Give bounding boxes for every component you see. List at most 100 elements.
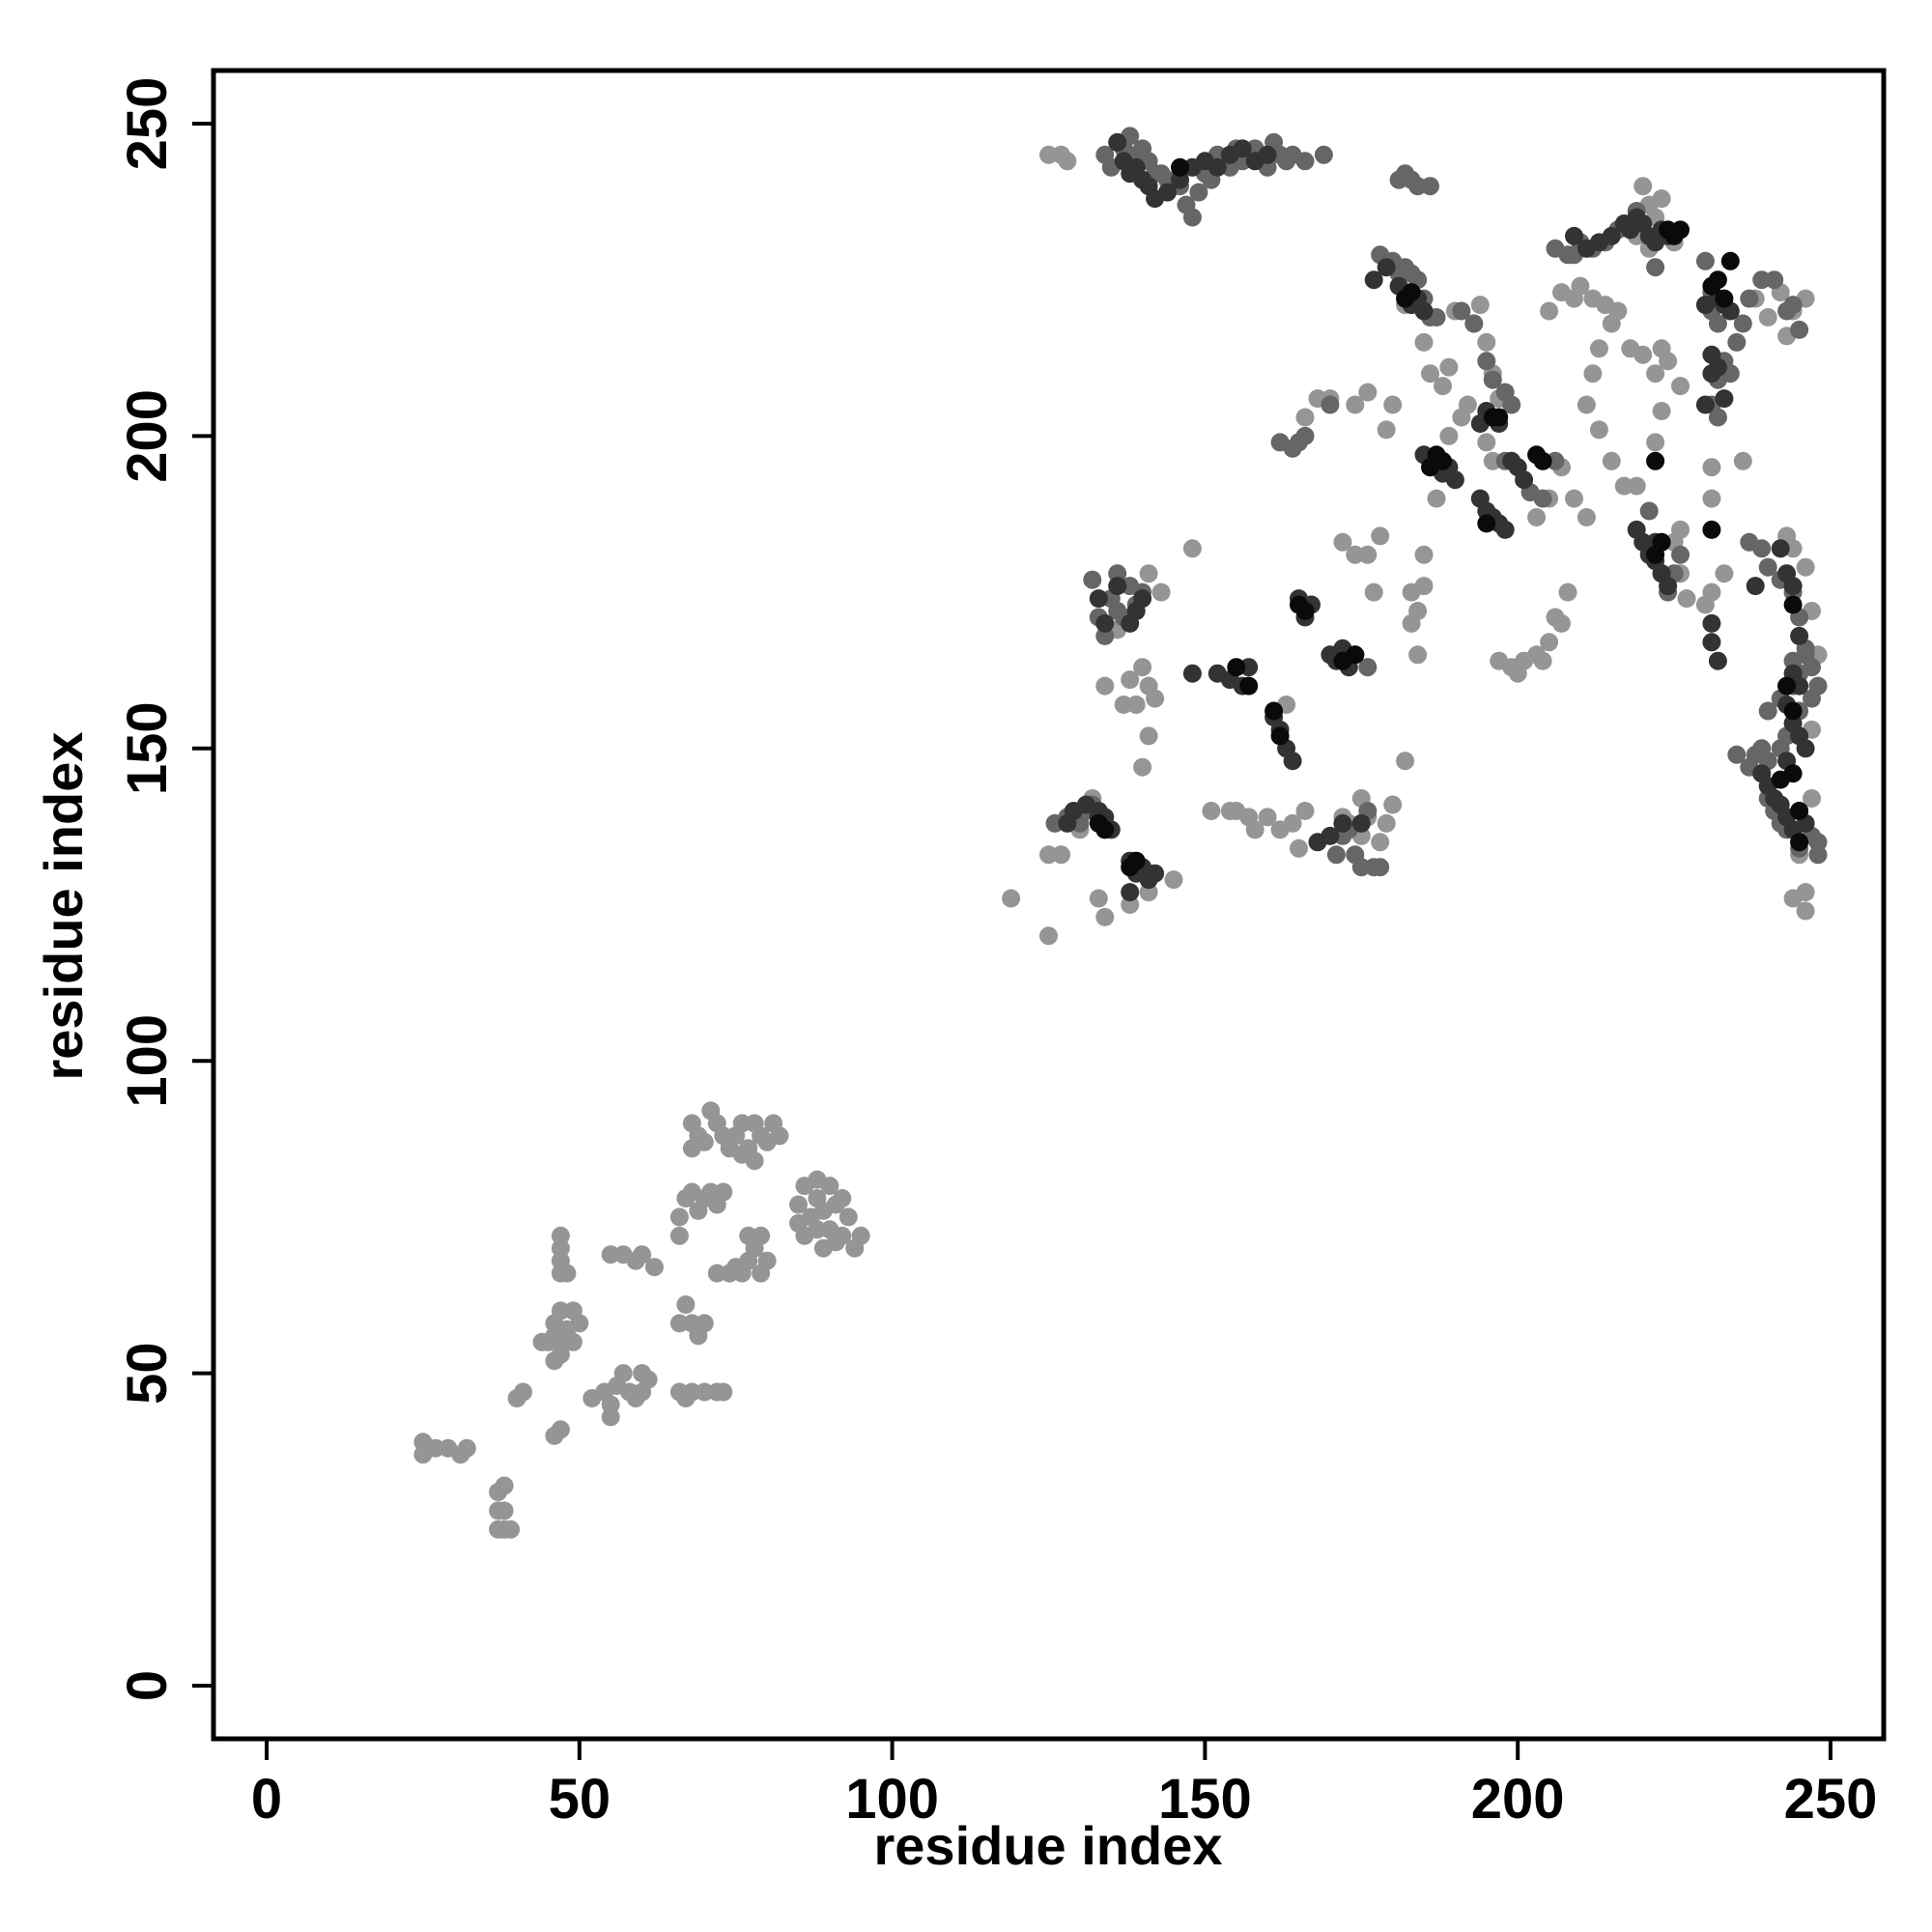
- contact-point-dark: [1783, 577, 1803, 596]
- contact-point-black: [1646, 451, 1665, 470]
- contact-point-light: [1039, 145, 1058, 164]
- contact-point-dark: [1659, 577, 1678, 596]
- contact-point-mid: [1314, 145, 1333, 164]
- contact-point-black: [1790, 833, 1809, 852]
- contact-point-mid: [1464, 314, 1484, 333]
- contact-point-light: [1139, 564, 1158, 583]
- contact-point-mid: [1421, 177, 1439, 196]
- contact-point-light: [563, 1332, 582, 1351]
- contact-point-light: [1346, 395, 1365, 414]
- contact-point-dark: [1333, 813, 1352, 833]
- contact-point-light: [1414, 577, 1434, 596]
- contact-point-black: [1295, 602, 1315, 620]
- contact-point-light: [1295, 802, 1315, 820]
- contact-point-light: [1634, 177, 1653, 196]
- contact-point-dark: [1702, 613, 1721, 633]
- contact-point-mid: [1295, 152, 1315, 171]
- contact-point-mid: [1639, 501, 1659, 521]
- contact-point-dark: [1495, 520, 1515, 539]
- contact-point-light: [1290, 838, 1308, 858]
- contact-point-light: [1245, 820, 1264, 839]
- contact-point-dark: [1182, 664, 1202, 683]
- contact-point-light: [1652, 402, 1671, 420]
- x-tick-label: 100: [845, 1768, 939, 1831]
- contact-point-black: [1671, 220, 1690, 240]
- contact-point-black: [1227, 658, 1246, 677]
- contact-point-dark: [1108, 132, 1127, 152]
- contact-point-black: [1402, 283, 1421, 302]
- contact-point-black: [1477, 514, 1496, 533]
- contact-point-light: [1540, 633, 1559, 652]
- contact-point-dark: [1602, 226, 1621, 245]
- contact-point-light: [1139, 726, 1158, 746]
- contact-point-dark: [1715, 389, 1734, 409]
- x-axis: 0 50 100 150 200 250: [251, 1739, 1877, 1831]
- contact-point-light: [1796, 883, 1815, 902]
- contact-point-light: [514, 1382, 532, 1402]
- contact-point-light: [1677, 589, 1696, 609]
- x-tick-label: 250: [1784, 1768, 1878, 1831]
- contact-point-black: [1264, 701, 1284, 721]
- contact-point-mid: [1765, 270, 1784, 290]
- contact-point-light: [1577, 508, 1596, 526]
- contact-point-mid: [1708, 314, 1727, 333]
- contact-point-light: [1408, 602, 1428, 620]
- contact-point-light: [601, 1407, 620, 1427]
- contact-point-light: [695, 1132, 714, 1151]
- contact-point-light: [770, 1126, 789, 1146]
- contact-point-light: [789, 1195, 808, 1214]
- contact-point-mid: [1452, 301, 1471, 321]
- contact-point-mid: [1808, 833, 1828, 852]
- contact-point-dark: [1790, 676, 1809, 696]
- contact-point-light: [1527, 508, 1547, 526]
- contact-point-dark: [1108, 577, 1127, 596]
- contact-point-dark: [1414, 301, 1434, 321]
- contact-point-dark: [1515, 470, 1534, 490]
- contact-point-mid: [1695, 251, 1715, 270]
- contact-point-light: [1646, 433, 1665, 452]
- contact-point-light: [601, 1245, 620, 1264]
- contact-point-light: [1371, 833, 1390, 852]
- contact-point-light: [1434, 377, 1452, 396]
- contact-point-light: [669, 1314, 689, 1333]
- contact-point-light: [1477, 332, 1496, 352]
- y-axis-title: residue index: [33, 731, 94, 1080]
- contact-point-light: [1565, 489, 1583, 508]
- contact-point-black: [1790, 802, 1809, 820]
- contact-point-dark: [1233, 139, 1252, 158]
- contact-point-light: [752, 1226, 771, 1245]
- contact-point-light: [695, 1314, 714, 1333]
- contact-point-light: [1377, 813, 1396, 833]
- contact-point-light: [1470, 296, 1490, 315]
- contact-point-light: [1121, 670, 1140, 690]
- contact-point-mid: [1326, 845, 1346, 865]
- contact-point-light: [1358, 545, 1378, 564]
- contact-point-light: [1602, 451, 1621, 470]
- contact-point-light: [551, 1345, 570, 1364]
- contact-point-mid: [1758, 701, 1777, 721]
- contact-point-mid: [1295, 426, 1315, 445]
- contact-point-light: [851, 1226, 870, 1245]
- contact-point-light: [1671, 377, 1690, 396]
- contact-point-light: [1002, 889, 1021, 908]
- contact-point-light: [1733, 451, 1752, 470]
- contact-point-light: [732, 1114, 752, 1133]
- plot-frame: [211, 68, 1887, 1742]
- contact-point-light: [1058, 152, 1077, 171]
- contact-point-black: [1533, 451, 1552, 470]
- contact-point-mid: [1483, 370, 1502, 389]
- contact-point-mid: [1358, 658, 1378, 677]
- contact-point-light: [1558, 582, 1577, 602]
- contact-point-light: [551, 1420, 570, 1439]
- contact-point-mid: [1803, 658, 1821, 677]
- x-tick-label: 0: [251, 1768, 282, 1831]
- contact-point-dark: [1146, 864, 1165, 883]
- contact-point-light: [1258, 808, 1277, 827]
- contact-point-light: [1608, 301, 1628, 321]
- contact-point-black: [1270, 726, 1290, 746]
- y-tick-label: 0: [116, 1670, 179, 1701]
- contact-point-light: [1671, 520, 1690, 539]
- contact-point-light: [1295, 408, 1315, 427]
- contact-point-light: [1202, 802, 1221, 820]
